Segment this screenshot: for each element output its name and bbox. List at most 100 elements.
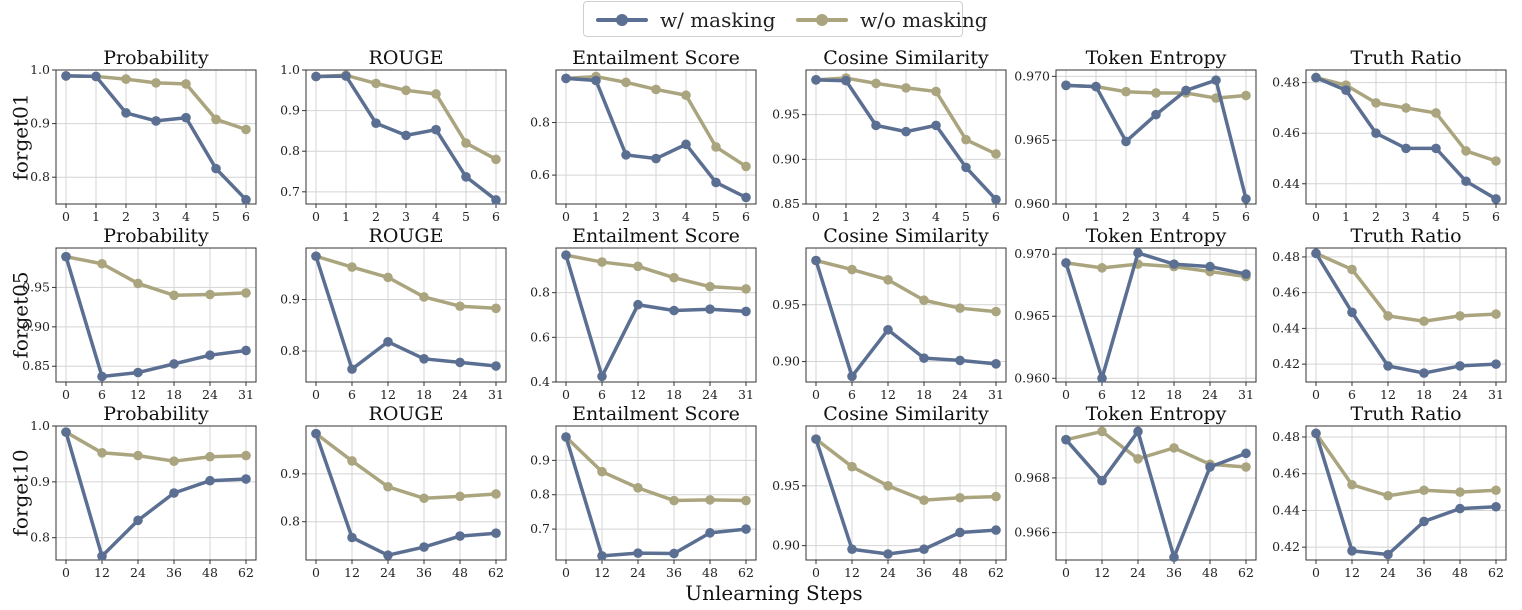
chart-title: ROUGE	[369, 225, 444, 247]
data-point-wo-masking	[871, 78, 881, 89]
x-tick-label: 12	[380, 387, 396, 402]
data-point-w-masking	[1491, 194, 1501, 204]
chart-title: Cosine Similarity	[823, 225, 989, 247]
data-point-wo-masking	[1241, 90, 1251, 101]
data-point-wo-masking	[847, 461, 857, 472]
data-point-w-masking	[1491, 501, 1501, 512]
y-tick-label: 1.0	[30, 418, 50, 433]
chart-title: Truth Ratio	[1350, 47, 1461, 69]
data-point-wo-masking	[1401, 103, 1411, 113]
data-point-wo-masking	[241, 450, 251, 461]
data-point-w-masking	[455, 531, 465, 541]
series-line-wo-masking	[1314, 251, 1498, 324]
chart-title: Probability	[103, 225, 209, 247]
legend-marker-w-masking	[616, 14, 628, 26]
x-tick-label: 3	[152, 209, 160, 224]
data-point-w-masking	[1097, 373, 1107, 384]
data-point-w-masking	[1133, 248, 1143, 258]
data-point-w-masking	[919, 353, 929, 363]
x-tick-label: 2	[1372, 209, 1380, 224]
data-point-wo-masking	[169, 290, 179, 301]
plot-frame	[805, 247, 1007, 383]
x-tick-label: 5	[962, 209, 970, 224]
y-tick-label: 0.8	[530, 487, 550, 502]
data-point-w-masking	[341, 71, 351, 81]
data-point-w-masking	[241, 474, 251, 484]
x-tick-label: 48	[1452, 565, 1468, 580]
x-tick-label: 48	[1202, 565, 1218, 580]
data-point-wo-masking	[241, 288, 251, 298]
data-point-wo-masking	[461, 138, 471, 148]
x-tick-label: 12	[1130, 387, 1146, 402]
x-tick-label: 18	[916, 387, 932, 402]
chart-forget10-rouge: ROUGE 0 12 24 36 48 62 0.8 0.9	[280, 403, 507, 580]
plot-frame	[555, 247, 757, 383]
data-point-wo-masking	[919, 495, 929, 505]
y-tick-label: 0.95	[772, 107, 800, 122]
data-point-wo-masking	[1419, 485, 1429, 496]
data-point-w-masking	[991, 525, 1001, 535]
data-point-w-masking	[991, 194, 1001, 205]
data-point-wo-masking	[121, 74, 131, 84]
data-point-wo-masking	[931, 86, 941, 97]
x-tick-label: 36	[916, 565, 932, 580]
legend-item-wo-masking[interactable]: w/o masking	[790, 2, 988, 38]
data-point-wo-masking	[1097, 263, 1107, 273]
x-tick-label: 5	[712, 209, 720, 224]
data-point-w-masking	[1431, 143, 1441, 154]
x-tick-label: 62	[488, 565, 504, 580]
data-point-wo-masking	[97, 448, 107, 458]
data-point-wo-masking	[1151, 88, 1161, 98]
data-point-w-masking	[711, 177, 721, 188]
x-tick-label: 36	[1416, 565, 1432, 580]
chart-forget01-entailment-score: Entailment Score 0 1 2 3 4 5 6 0.6 0.8	[530, 47, 757, 224]
data-point-w-masking	[1383, 549, 1393, 560]
data-point-w-masking	[91, 71, 101, 82]
data-point-wo-masking	[205, 451, 215, 462]
data-point-wo-masking	[1419, 316, 1429, 327]
data-point-w-masking	[597, 371, 607, 382]
x-tick-label: 0	[1062, 209, 1070, 224]
legend-item-w-masking[interactable]: w/ masking	[590, 2, 776, 38]
x-tick-label: 24	[952, 387, 968, 402]
y-tick-label: 0.95	[772, 478, 800, 493]
y-tick-label: 0.46	[1272, 125, 1300, 140]
plot-frame	[1305, 425, 1507, 561]
data-point-wo-masking	[241, 124, 251, 135]
y-tick-label: 0.44	[1272, 502, 1300, 517]
x-tick-label: 3	[1402, 209, 1410, 224]
y-tick-label: 0.4	[530, 374, 550, 389]
chart-forget05-token-entropy: Token Entropy 0 6 12 18 24 31 0.960 0.965 0.970	[1014, 225, 1257, 402]
x-tick-label: 5	[1462, 209, 1470, 224]
data-point-wo-masking	[1431, 108, 1441, 118]
data-point-wo-masking	[955, 303, 965, 313]
data-point-wo-masking	[1491, 485, 1501, 496]
chart-forget01-rouge: ROUGE 0 1 2 3 4 5 6 0.7 0.8 0.9 1.0	[280, 47, 507, 224]
x-tick-label: 48	[702, 565, 718, 580]
y-tick-label: 0.42	[1272, 356, 1300, 371]
data-point-wo-masking	[1491, 156, 1501, 166]
x-tick-label: 6	[1348, 387, 1356, 402]
chart-title: Token Entropy	[1086, 403, 1227, 425]
row-label-forget10: forget10	[9, 449, 33, 536]
data-point-w-masking	[1401, 143, 1411, 154]
data-point-wo-masking	[383, 481, 393, 492]
y-tick-label: 0.8	[530, 115, 550, 130]
data-point-w-masking	[419, 354, 429, 364]
x-tick-label: 6	[348, 387, 356, 402]
x-tick-label: 0	[62, 209, 70, 224]
chart-forget05-cosine-similarity: Cosine Similarity 0 6 12 18 24 31 0.90 0.95	[772, 225, 1007, 402]
data-point-wo-masking	[991, 491, 1001, 502]
x-tick-label: 0	[1312, 565, 1320, 580]
plot-frame	[555, 425, 757, 561]
x-tick-label: 24	[880, 565, 896, 580]
chart-title: Truth Ratio	[1350, 225, 1461, 247]
y-tick-label: 0.48	[1272, 429, 1300, 444]
data-point-wo-masking	[1097, 426, 1107, 437]
series-line-w-masking	[64, 430, 248, 558]
plot-frame	[1055, 425, 1257, 561]
data-point-w-masking	[1061, 434, 1071, 445]
data-point-wo-masking	[651, 84, 661, 95]
data-point-w-masking	[1419, 368, 1429, 378]
